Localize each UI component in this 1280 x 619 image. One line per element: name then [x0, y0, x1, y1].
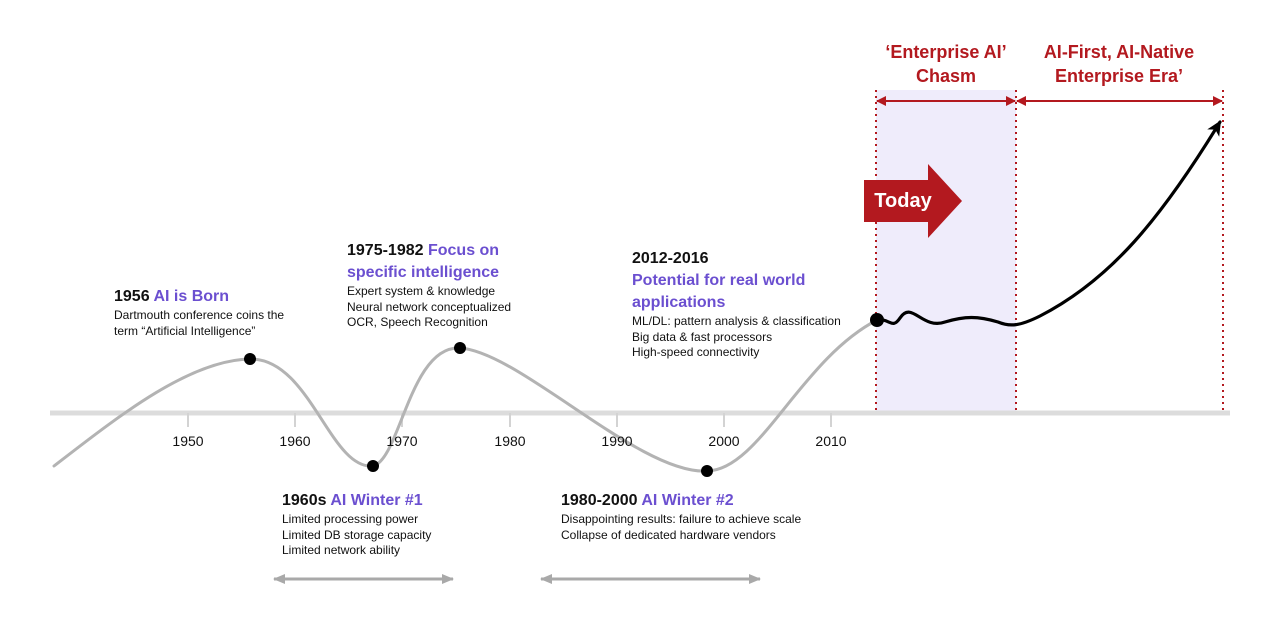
event-title: AI Winter #1 [330, 492, 423, 509]
event-line: ML/DL: pattern analysis & classification [632, 314, 841, 328]
event-description: ML/DL: pattern analysis & classification… [632, 314, 841, 361]
event-line: Limited DB storage capacity [282, 527, 432, 542]
native-heading-line: Enterprise Era’ [1054, 66, 1184, 86]
event-line: High-speed connectivity [632, 345, 760, 359]
event-1975-heading: 1975-1982 Focus on [347, 240, 511, 262]
event-line: Dartmouth conference coins the [114, 308, 285, 322]
event-1960s-heading: 1960s AI Winter #1 [282, 490, 431, 512]
tick-label-1950: 1950 [172, 433, 204, 449]
event-year: 2012-2016 [632, 250, 709, 267]
tick-label-2000: 2000 [708, 433, 740, 449]
ai-history-curve [52, 318, 879, 473]
future-growth-arrow [875, 120, 1222, 327]
event-dot-1975 [454, 342, 466, 354]
chasm-heading-line: Chasm [915, 66, 977, 86]
event-description: Expert system & knowledge Neural network… [347, 284, 511, 331]
event-1960s-block: 1960s AI Winter #1 Limited processing po… [282, 490, 431, 559]
event-line: Big data & fast processors [632, 329, 773, 344]
event-year: 1975-1982 [347, 242, 424, 259]
tick-label-1970: 1970 [386, 433, 418, 449]
chasm-heading-line: ‘Enterprise AI’ [885, 42, 1007, 62]
event-line: Neural network conceptualized [347, 299, 512, 314]
event-1980-block: 1980-2000 AI Winter #2 Disappointing res… [561, 490, 801, 543]
event-title-continued: specific intelligence [347, 264, 500, 281]
event-line: Limited processing power [282, 512, 419, 526]
today-arrow-shape [864, 164, 962, 238]
event-line: OCR, Speech Recognition [347, 315, 488, 329]
event-description: Disappointing results: failure to achiev… [561, 512, 801, 543]
event-description: Limited processing power Limited DB stor… [282, 512, 431, 559]
event-title: AI Winter #2 [641, 492, 734, 509]
event-dot-2000 [701, 465, 713, 477]
event-line: Limited network ability [282, 543, 401, 557]
event-description: Dartmouth conference coins the term “Art… [114, 308, 284, 339]
event-title-continued: applications [632, 294, 726, 311]
event-dot-1956 [244, 353, 256, 365]
event-dot-today [870, 313, 884, 327]
chasm-era-heading: ‘Enterprise AI’ Chasm [866, 40, 1026, 88]
today-label: Today [874, 190, 932, 212]
event-title: AI is Born [153, 288, 230, 305]
event-year: 1980-2000 [561, 492, 638, 509]
event-2012-block: 2012-2016 Potential for real world appli… [632, 248, 841, 361]
event-line: Collapse of dedicated hardware vendors [561, 527, 776, 542]
event-1956-heading: 1956 AI is Born [114, 286, 284, 308]
event-1975-block: 1975-1982 Focus on specific intelligence… [347, 240, 511, 331]
native-era-heading: AI-First, AI-Native Enterprise Era’ [1016, 40, 1222, 88]
tick-label-1990: 1990 [601, 433, 633, 449]
event-year: 1956 [114, 288, 150, 305]
event-1980-heading: 1980-2000 AI Winter #2 [561, 490, 801, 512]
chasm-region [876, 90, 1016, 412]
event-1956-block: 1956 AI is Born Dartmouth conference coi… [114, 286, 284, 339]
event-dot-1960s [367, 460, 379, 472]
event-year: 1960s [282, 492, 327, 509]
event-line: term “Artificial Intelligence” [114, 323, 256, 338]
native-heading-line: AI-First, AI-Native [1043, 42, 1195, 62]
tick-label-2010: 2010 [815, 433, 847, 449]
event-title: Potential for real world [632, 272, 806, 289]
event-line: Disappointing results: failure to achiev… [561, 512, 802, 526]
tick-label-1960: 1960 [279, 433, 311, 449]
event-title: Focus on [427, 242, 500, 259]
event-line: Expert system & knowledge [347, 284, 496, 298]
tick-label-1980: 1980 [494, 433, 526, 449]
